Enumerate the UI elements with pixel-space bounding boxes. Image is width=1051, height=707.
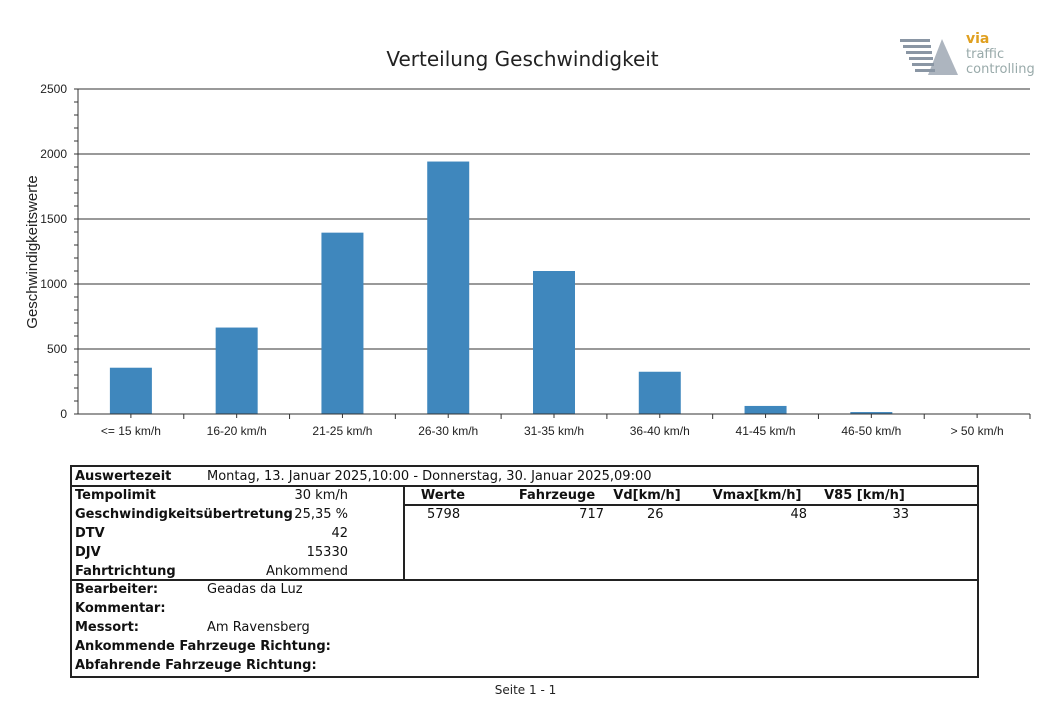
y-tick-label: 2500: [40, 82, 67, 96]
left-row-label: Fahrtrichtung: [75, 564, 176, 579]
logo-mark-icon: [900, 39, 958, 75]
auswertezeit-value: Montag, 13. Januar 2025,10:00 - Donnerst…: [207, 469, 652, 484]
column-header: Fahrzeuge: [518, 488, 596, 503]
y-tick-label: 1500: [40, 212, 67, 226]
left-row-label: Tempolimit: [75, 488, 156, 503]
bar-0: [109, 367, 152, 414]
y-tick-label: 500: [47, 342, 67, 356]
y-axis-label: Geschwindigkeitswerte: [24, 175, 41, 328]
y-tick-label: 0: [60, 407, 67, 421]
left-row-value: 25,35 %: [294, 507, 348, 522]
bar-5: [638, 371, 681, 414]
chart-title: Verteilung Geschwindigkeit: [386, 47, 659, 71]
x-tick-label: 41-45 km/h: [736, 424, 796, 438]
x-tick-label: 46-50 km/h: [841, 424, 901, 438]
column-header: Vd[km/h]: [613, 488, 681, 503]
left-row-label: Geschwindigkeitsübertretung: [75, 507, 293, 522]
cell-value: 33: [892, 507, 909, 522]
bottom-row-label: Messort:: [75, 620, 139, 635]
summary-table: Auswertezeit Montag, 13. Januar 2025,10:…: [70, 465, 979, 678]
y-tick-label: 1000: [40, 277, 67, 291]
column-header: V85 [km/h]: [824, 488, 905, 503]
left-row-label: DTV: [75, 526, 105, 541]
x-tick-label: > 50 km/h: [951, 424, 1004, 438]
bar-6: [744, 405, 787, 414]
x-tick-label: 31-35 km/h: [524, 424, 584, 438]
left-row-value: Ankommend: [266, 564, 348, 579]
column-header: Vmax[km/h]: [712, 488, 802, 503]
left-row-value: 42: [331, 526, 348, 541]
page-number: Seite 1 - 1: [494, 683, 557, 697]
bar-4: [533, 271, 575, 414]
cell-value: 48: [790, 507, 807, 522]
x-tick-label: 36-40 km/h: [630, 424, 690, 438]
x-tick-label: 21-25 km/h: [312, 424, 372, 438]
bottom-row-label: Ankommende Fahrzeuge Richtung:: [75, 639, 331, 654]
bar-3: [427, 161, 470, 414]
left-row-value: 30 km/h: [294, 488, 349, 503]
x-tick-label: 16-20 km/h: [207, 424, 267, 438]
y-tick-label: 2000: [40, 147, 67, 161]
cell-value: 5798: [427, 507, 461, 522]
x-tick-label: 26-30 km/h: [418, 424, 478, 438]
column-header: Werte: [420, 488, 466, 503]
bottom-row-label: Abfahrende Fahrzeuge Richtung:: [75, 658, 317, 673]
logo-controlling: controlling: [966, 62, 1035, 77]
via-traffic-controlling-logo: via traffic controlling: [898, 31, 1048, 83]
bar-chart: 0 500 1000 1500 2000 2500 <= 15 km/h 16-20 km/h…: [24, 82, 1031, 438]
cell-value: 717: [579, 507, 604, 522]
x-tick-label: <= 15 km/h: [101, 424, 161, 438]
left-row-label: DJV: [75, 545, 101, 560]
bottom-row-label: Kommentar:: [75, 601, 166, 616]
cell-value: 26: [647, 507, 664, 522]
logo-traffic: traffic: [966, 47, 1005, 62]
bottom-row-value: Am Ravensberg: [207, 620, 310, 635]
left-row-value: 15330: [306, 545, 348, 560]
bottom-row-label: Bearbeiter:: [75, 582, 159, 597]
logo-via: via: [966, 31, 990, 47]
bar-1: [215, 327, 258, 414]
auswertezeit-label: Auswertezeit: [75, 469, 172, 484]
bar-2: [321, 232, 364, 414]
bottom-row-value: Geadas da Luz: [207, 582, 303, 597]
bar-7: [850, 412, 893, 414]
